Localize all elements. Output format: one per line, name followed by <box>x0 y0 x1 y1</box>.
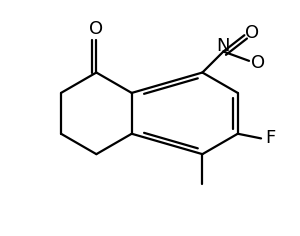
Text: F: F <box>265 129 275 148</box>
Text: N: N <box>217 37 230 55</box>
Text: O: O <box>89 20 103 38</box>
Text: O: O <box>251 54 266 72</box>
Text: O: O <box>245 24 260 42</box>
